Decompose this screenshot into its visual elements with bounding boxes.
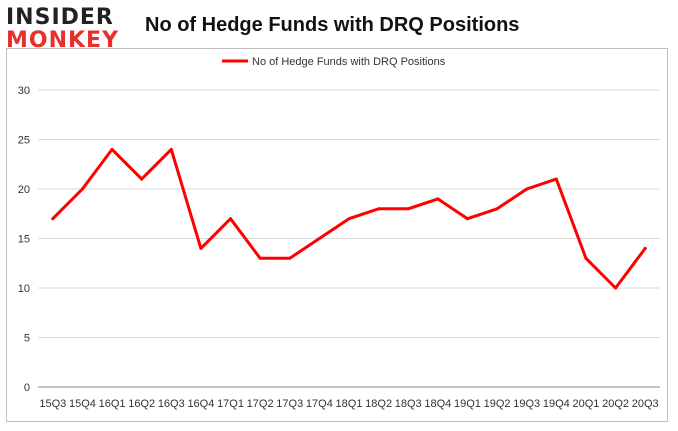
data-point xyxy=(643,246,647,250)
data-point xyxy=(258,256,262,260)
data-point xyxy=(347,217,351,221)
x-tick-label: 18Q1 xyxy=(336,398,363,410)
x-tick-label: 18Q2 xyxy=(365,398,392,410)
data-point xyxy=(199,246,203,250)
data-point xyxy=(465,217,469,221)
data-point xyxy=(584,256,588,260)
x-tick-label: 16Q3 xyxy=(158,398,185,410)
data-point xyxy=(110,147,114,151)
x-tick-label: 18Q4 xyxy=(424,398,451,410)
chart-title: No of Hedge Funds with DRQ Positions xyxy=(145,14,520,36)
x-tick-label: 19Q2 xyxy=(484,398,511,410)
x-tick-label: 15Q3 xyxy=(39,398,66,410)
y-tick-label: 25 xyxy=(18,135,30,147)
x-tick-label: 20Q2 xyxy=(602,398,629,410)
gridlines xyxy=(38,89,660,388)
data-point xyxy=(614,286,618,290)
chart-frame xyxy=(6,48,668,422)
series-group xyxy=(51,147,647,290)
y-tick-label: 15 xyxy=(18,234,30,246)
y-axis-ticks: 0 5 10 15 20 25 30 xyxy=(18,85,30,394)
data-point xyxy=(229,217,233,221)
x-tick-label: 20Q1 xyxy=(572,398,599,410)
x-tick-label: 17Q4 xyxy=(306,398,333,410)
x-tick-label: 19Q4 xyxy=(543,398,570,410)
logo-line-1: INSIDER xyxy=(6,5,114,30)
x-tick-label: 20Q3 xyxy=(632,398,659,410)
data-point xyxy=(436,197,440,201)
x-tick-label: 17Q3 xyxy=(276,398,303,410)
y-tick-label: 10 xyxy=(18,283,30,295)
data-point xyxy=(169,147,173,151)
logo-line-2: MONKEY xyxy=(6,28,120,53)
y-tick-label: 5 xyxy=(24,333,30,345)
data-point xyxy=(377,207,381,211)
data-point xyxy=(317,237,321,240)
data-point xyxy=(495,207,499,211)
y-tick-label: 30 xyxy=(18,85,30,97)
x-tick-label: 16Q4 xyxy=(187,398,214,410)
x-tick-label: 19Q1 xyxy=(454,398,481,410)
x-tick-label: 16Q1 xyxy=(99,398,126,410)
x-tick-label: 17Q2 xyxy=(247,398,274,410)
legend: No of Hedge Funds with DRQ Positions xyxy=(222,56,446,68)
y-tick-label: 0 xyxy=(24,382,30,394)
data-point xyxy=(80,187,84,191)
x-axis-ticks: 15Q3 15Q4 16Q1 16Q2 16Q3 16Q4 17Q1 17Q2 17Q3 17Q4… xyxy=(39,398,658,410)
data-point xyxy=(140,177,144,181)
x-tick-label: 16Q2 xyxy=(128,398,155,410)
y-tick-label: 20 xyxy=(18,184,30,196)
data-point xyxy=(288,256,292,260)
x-tick-label: 17Q1 xyxy=(217,398,244,410)
x-tick-label: 15Q4 xyxy=(69,398,96,410)
legend-label: No of Hedge Funds with DRQ Positions xyxy=(252,56,446,68)
x-tick-label: 19Q3 xyxy=(513,398,540,410)
data-point xyxy=(554,177,558,181)
insider-monkey-logo: INSIDER MONKEY xyxy=(6,6,126,56)
x-tick-label: 18Q3 xyxy=(395,398,422,410)
data-point xyxy=(525,187,529,191)
data-point xyxy=(406,207,410,211)
data-point xyxy=(51,217,55,221)
